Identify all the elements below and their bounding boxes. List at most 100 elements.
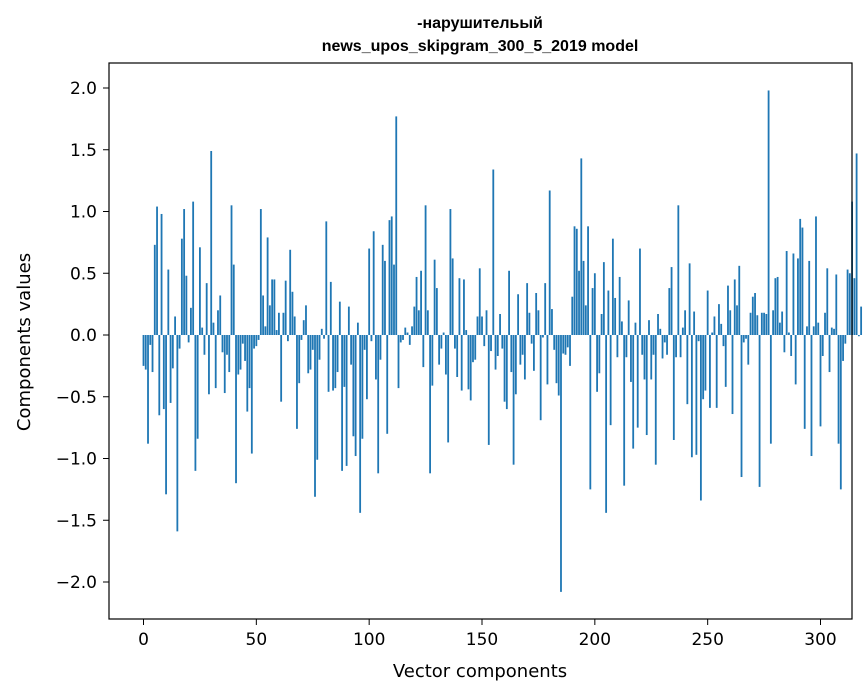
y-tick-label: −1.5	[56, 511, 97, 531]
bar	[397, 335, 400, 389]
bar	[334, 335, 337, 389]
bar	[835, 274, 838, 335]
bar	[650, 335, 653, 380]
bar	[742, 335, 745, 343]
bar	[451, 258, 454, 335]
bar	[291, 291, 294, 335]
bar	[393, 264, 395, 335]
x-tick-label: 0	[138, 630, 149, 650]
x-tick-label: 200	[579, 630, 611, 650]
bar	[607, 290, 610, 335]
bar	[681, 327, 684, 335]
bar	[390, 216, 393, 335]
bar	[695, 335, 698, 455]
bar	[611, 238, 614, 335]
bar	[499, 314, 501, 335]
bar	[846, 269, 849, 335]
bar	[571, 296, 574, 335]
bar	[609, 335, 612, 426]
bar	[693, 311, 696, 335]
y-tick-label: 1.5	[70, 141, 97, 161]
bar	[812, 326, 815, 335]
bar	[641, 335, 644, 355]
bar	[661, 335, 664, 359]
bar	[345, 335, 348, 466]
bar	[160, 213, 163, 335]
bar	[557, 335, 560, 396]
bar	[652, 335, 655, 355]
bar	[408, 335, 411, 345]
y-tick-label: −1.0	[56, 450, 97, 470]
bar	[404, 327, 407, 335]
bar	[553, 335, 556, 350]
bar	[167, 269, 170, 335]
bar	[239, 335, 242, 370]
bar	[259, 209, 262, 335]
bar	[472, 335, 474, 363]
bar	[341, 335, 343, 471]
bar	[569, 335, 571, 366]
bar	[699, 335, 702, 501]
bar	[296, 335, 298, 429]
bar	[848, 273, 851, 335]
bar	[623, 335, 626, 486]
bar	[483, 335, 486, 347]
bar	[189, 307, 192, 335]
bar	[713, 316, 716, 335]
bar	[282, 312, 285, 335]
bar	[429, 335, 431, 474]
bar	[510, 335, 513, 373]
bar	[738, 265, 741, 335]
bar	[180, 238, 183, 335]
bar	[144, 335, 147, 370]
bar	[729, 310, 732, 335]
bar	[776, 276, 779, 335]
bar	[221, 335, 224, 353]
bar	[415, 276, 418, 335]
bar	[366, 335, 368, 400]
bar	[278, 312, 280, 335]
bar	[293, 316, 296, 335]
bar	[857, 335, 860, 337]
bar	[474, 335, 477, 360]
bar	[824, 312, 826, 335]
bar	[788, 332, 790, 335]
bar	[578, 270, 580, 335]
bar	[368, 248, 371, 335]
bar	[521, 335, 524, 355]
bar	[379, 335, 382, 360]
bar	[560, 335, 562, 592]
chart-title-line1: -нарушительый	[417, 15, 543, 32]
bar	[853, 278, 856, 335]
bar	[476, 316, 479, 335]
bar	[275, 330, 278, 335]
bar	[740, 335, 743, 478]
bar	[153, 244, 156, 335]
bar	[262, 295, 265, 335]
bar	[526, 283, 529, 335]
bar	[492, 169, 495, 335]
x-tick-label: 150	[466, 630, 498, 650]
bar	[431, 335, 434, 386]
bar	[485, 310, 488, 335]
bar	[402, 335, 404, 340]
bar	[659, 328, 662, 335]
bar	[523, 335, 526, 380]
bar	[706, 290, 709, 335]
bar	[519, 335, 522, 365]
bar	[596, 335, 598, 392]
bar	[830, 327, 833, 335]
bar	[643, 335, 646, 380]
bar	[478, 268, 481, 335]
bar	[657, 314, 659, 335]
bar	[271, 279, 274, 335]
bar	[690, 335, 693, 458]
bar	[203, 335, 206, 355]
chart-title-line2: news_upos_skipgram_300_5_2019 model	[322, 38, 639, 55]
bar	[370, 335, 373, 342]
bar	[688, 263, 691, 335]
bar	[217, 310, 219, 335]
bar	[226, 335, 228, 355]
bar	[589, 335, 592, 490]
